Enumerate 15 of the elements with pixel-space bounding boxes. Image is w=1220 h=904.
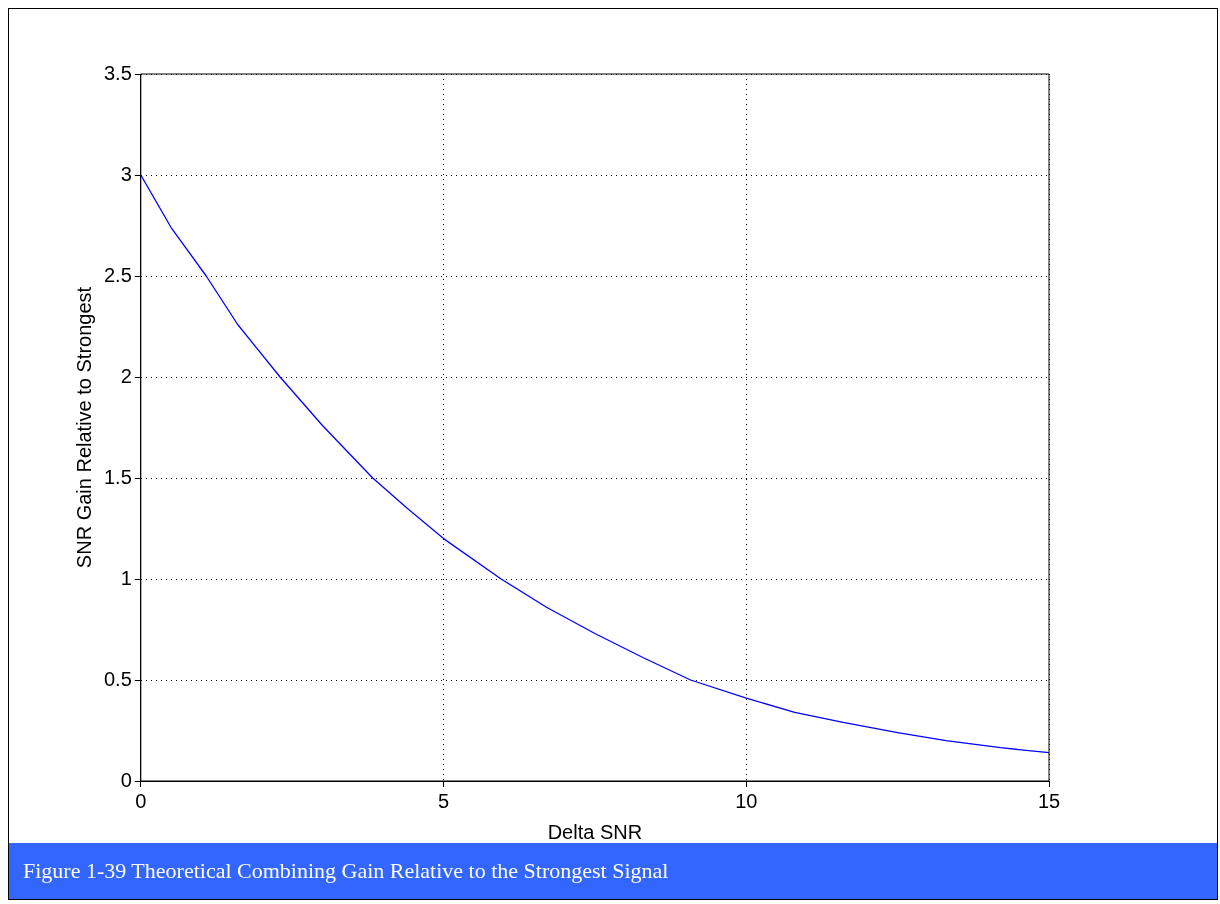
y-tick-label: 2.5 (103, 263, 132, 286)
x-tick-label: 5 (437, 789, 450, 812)
x-tick-label: 0 (135, 789, 147, 812)
y-tick-label: 3 (120, 162, 132, 185)
x-tick-label: 10 (735, 789, 758, 812)
y-tick-label: 0.5 (103, 667, 132, 690)
y-tick-label: 2 (120, 364, 132, 387)
y-tick-label: 0 (120, 768, 132, 791)
y-tick-label: 1.5 (103, 465, 132, 488)
x-axis-title: Delta SNR (547, 820, 643, 843)
y-tick-label: 3.5 (103, 61, 132, 84)
x-tick-label: 15 (1037, 789, 1061, 812)
caption: Figure 1-39 Theoretical Combining Gain Relative to the Strongest Signal (9, 843, 1217, 899)
y-tick-label: 1 (120, 566, 132, 589)
y-axis-title: SNR Gain Relative to Strongest (72, 286, 95, 569)
